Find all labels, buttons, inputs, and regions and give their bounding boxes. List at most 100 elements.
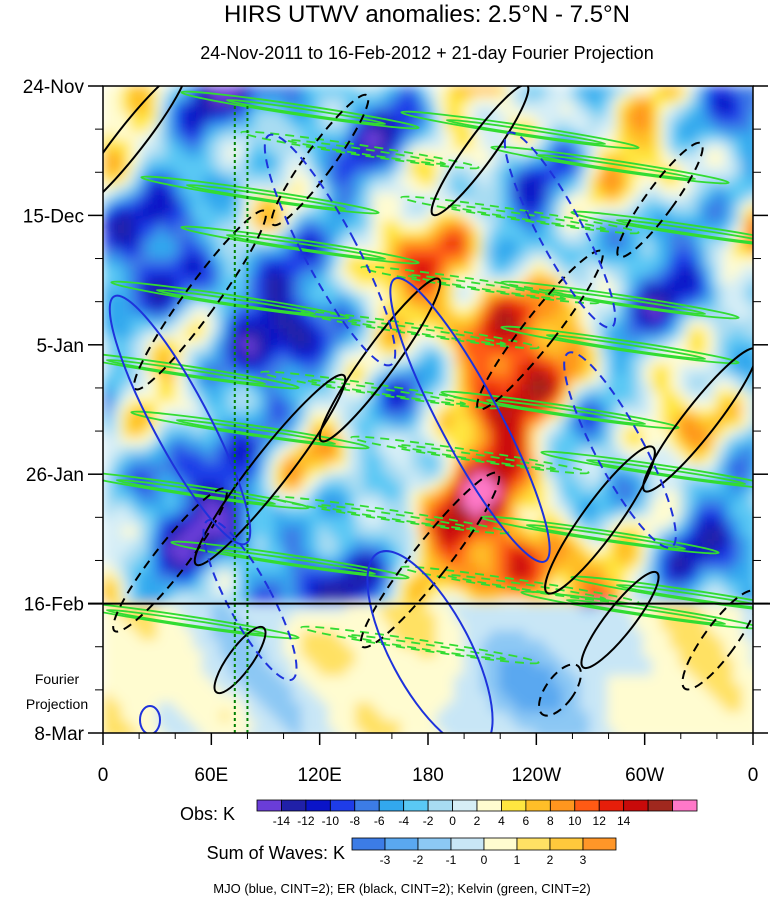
field-cell [490, 563, 500, 573]
field-cell [697, 401, 707, 411]
field-cell [436, 473, 446, 483]
projection-cell [148, 612, 158, 623]
field-cell [427, 446, 437, 456]
field-cell [283, 347, 293, 357]
field-cell [544, 212, 554, 222]
field-cell [436, 131, 446, 141]
field-cell [535, 509, 545, 519]
field-cell [652, 410, 662, 420]
field-cell [742, 347, 752, 357]
field-cell [670, 185, 680, 195]
field-cell [130, 455, 140, 465]
field-cell [427, 419, 437, 429]
projection-cell [634, 630, 644, 641]
projection-cell [463, 675, 473, 686]
field-cell [742, 113, 752, 123]
projection-cell [202, 648, 212, 659]
projection-cell [616, 648, 626, 659]
field-cell [418, 401, 428, 411]
projection-cell [751, 630, 753, 641]
field-cell [148, 500, 158, 510]
field-cell [697, 293, 707, 303]
field-cell [193, 275, 203, 285]
projection-cell [625, 675, 635, 686]
projection-cell [193, 675, 203, 686]
field-cell [184, 104, 194, 114]
field-cell [652, 122, 662, 132]
field-cell [751, 167, 753, 177]
field-cell [715, 86, 725, 96]
field-cell [175, 320, 185, 330]
field-cell [301, 275, 311, 285]
field-cell [472, 392, 482, 402]
field-cell [553, 86, 563, 96]
field-cell [625, 122, 635, 132]
field-cell [301, 464, 311, 474]
field-cell [463, 239, 473, 249]
field-cell [454, 131, 464, 141]
projection-cell [427, 621, 437, 632]
field-cell [148, 248, 158, 258]
field-cell [616, 248, 626, 258]
projection-cell [166, 666, 176, 677]
field-cell [265, 581, 275, 591]
field-cell [517, 167, 527, 177]
field-cell [463, 509, 473, 519]
field-cell [292, 464, 302, 474]
field-cell [733, 320, 743, 330]
field-cell [436, 338, 446, 348]
field-cell [121, 401, 131, 411]
field-cell [346, 194, 356, 204]
field-cell [571, 140, 581, 150]
field-cell [562, 509, 572, 519]
field-cell [661, 347, 671, 357]
field-cell [508, 338, 518, 348]
field-cell [409, 284, 419, 294]
field-cell [472, 167, 482, 177]
field-cell [463, 581, 473, 591]
projection-cell [706, 684, 716, 695]
field-cell [589, 212, 599, 222]
field-cell [355, 230, 365, 240]
field-cell [211, 86, 221, 96]
field-cell [139, 518, 149, 528]
field-cell [517, 401, 527, 411]
field-cell [382, 203, 392, 213]
field-cell [220, 302, 230, 312]
field-cell [571, 347, 581, 357]
field-cell [481, 518, 491, 528]
projection-cell [445, 621, 455, 632]
field-cell [535, 311, 545, 321]
projection-cell [688, 603, 698, 614]
field-cell [373, 221, 383, 231]
projection-cell [283, 648, 293, 659]
field-cell [634, 239, 644, 249]
field-cell [625, 230, 635, 240]
field-cell [436, 104, 446, 114]
field-cell [418, 554, 428, 564]
field-cell [175, 500, 185, 510]
projection-cell [526, 603, 536, 614]
field-cell [139, 131, 149, 141]
field-cell [553, 320, 563, 330]
field-cell [670, 230, 680, 240]
field-cell [607, 248, 617, 258]
field-cell [364, 500, 374, 510]
field-cell [706, 500, 716, 510]
field-cell [355, 383, 365, 393]
projection-cell [733, 612, 743, 623]
field-cell [373, 527, 383, 537]
field-cell [193, 149, 203, 159]
field-cell [418, 374, 428, 384]
field-cell [625, 185, 635, 195]
field-cell [751, 491, 753, 501]
field-cell [571, 320, 581, 330]
projection-cell [535, 612, 545, 623]
field-cell [355, 257, 365, 267]
field-cell [679, 176, 689, 186]
field-cell [103, 113, 113, 123]
field-cell [508, 320, 518, 330]
field-cell [202, 113, 212, 123]
field-cell [373, 104, 383, 114]
field-cell [535, 527, 545, 537]
